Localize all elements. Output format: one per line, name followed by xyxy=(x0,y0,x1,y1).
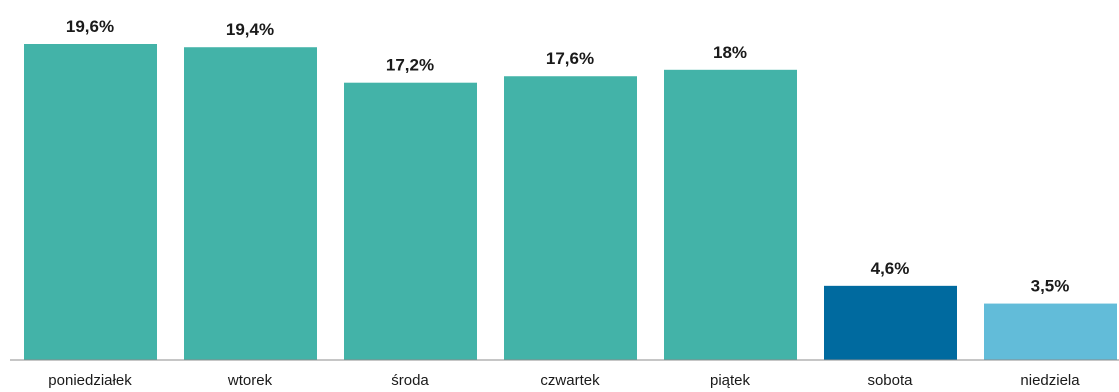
x-tick-label-0: poniedziałek xyxy=(48,372,132,389)
x-tick-labels-group: poniedziałek wtorek środa czwartek piątek sob… xyxy=(48,372,1080,389)
x-tick-label-3: czwartek xyxy=(540,372,600,389)
bar-0 xyxy=(24,44,157,360)
bar-4 xyxy=(664,69,797,360)
data-label-5: 4,6% xyxy=(871,259,910,278)
bars-group xyxy=(24,44,1117,361)
x-tick-label-6: niedziela xyxy=(1020,372,1080,389)
data-label-4: 18% xyxy=(713,43,747,62)
bar-2 xyxy=(344,82,477,360)
bar-6 xyxy=(984,303,1117,360)
x-tick-label-2: środa xyxy=(391,372,429,389)
data-label-0: 19,6% xyxy=(66,17,114,36)
x-tick-label-4: piątek xyxy=(710,372,751,389)
data-labels-group: 19,6% 19,4% 17,2% 17,6% 18% 4,6% 3,5% xyxy=(66,17,1069,296)
data-label-2: 17,2% xyxy=(386,56,434,75)
data-label-1: 19,4% xyxy=(226,20,274,39)
data-label-3: 17,6% xyxy=(546,49,594,68)
x-tick-label-5: sobota xyxy=(867,372,913,389)
bar-3 xyxy=(504,76,637,360)
x-tick-label-1: wtorek xyxy=(227,372,273,389)
bar-1 xyxy=(184,47,317,361)
bar-5 xyxy=(824,285,957,360)
data-label-6: 3,5% xyxy=(1031,277,1070,296)
